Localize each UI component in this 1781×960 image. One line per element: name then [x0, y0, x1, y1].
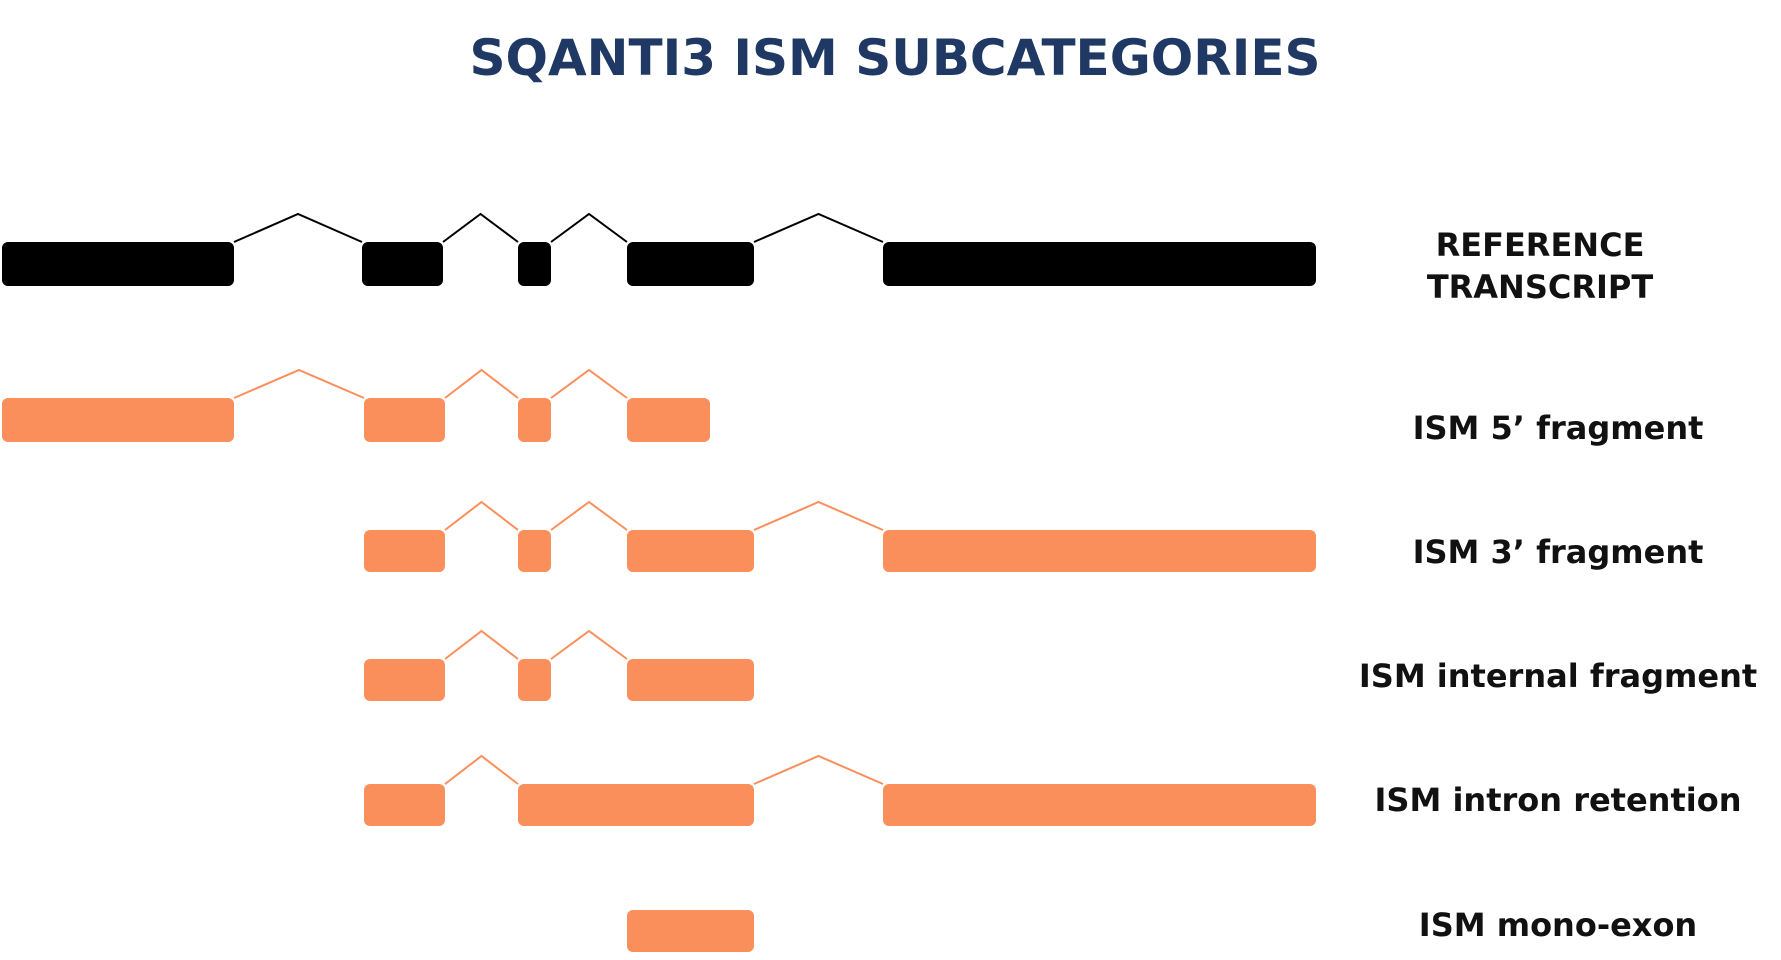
- ism-3-fragment-exon-4: [883, 530, 1316, 572]
- ism-intron-retention-intron-2: [753, 754, 884, 785]
- reference-transcript-intron-1: [233, 212, 363, 243]
- reference-transcript-exon-3: [518, 242, 551, 286]
- ism-5-fragment-exon-1: [2, 398, 234, 442]
- ism-3-fragment-exon-1: [364, 530, 445, 572]
- ism-intron-retention-exon-3: [883, 784, 1316, 826]
- ism-internal-fragment-track: [364, 629, 754, 701]
- reference-label-line-1: REFERENCE: [1436, 226, 1645, 264]
- reference-transcript-exon-4: [627, 242, 754, 286]
- ism-intron-retention-intron-1: [444, 754, 519, 785]
- ism-internal-fragment-exon-2: [518, 659, 551, 701]
- ism-5-fragment-intron-2: [444, 368, 519, 399]
- reference-transcript-exon-2: [362, 242, 443, 286]
- ism-3-fragment-exon-2: [518, 530, 551, 572]
- ism-intron-retention-label: ISM intron retention: [1375, 781, 1742, 819]
- ism-3-fragment-intron-1: [444, 500, 519, 531]
- ism-5-fragment-track: [2, 368, 710, 442]
- ism-intron-retention-track: [364, 754, 1316, 826]
- reference-transcript-intron-2: [442, 212, 519, 243]
- ism-internal-fragment-exon-1: [364, 659, 445, 701]
- ism-internal-fragment-label: ISM internal fragment: [1359, 657, 1757, 695]
- reference-label-line-2: TRANSCRIPT: [1427, 268, 1654, 306]
- reference-transcript-track: [2, 212, 1316, 286]
- row-labels: REFERENCE TRANSCRIPT ISM 5’ fragment ISM…: [1359, 226, 1757, 944]
- ism-3-fragment-intron-2: [550, 500, 628, 531]
- ism-3-fragment-intron-3: [753, 500, 884, 531]
- ism-mono-exon-exon-1: [627, 910, 754, 952]
- ism-5-fragment-exon-3: [518, 398, 551, 442]
- ism-5-fragment-exon-2: [364, 398, 445, 442]
- ism-5-fragment-exon-4: [627, 398, 710, 442]
- ism-5-fragment-intron-1: [233, 368, 365, 399]
- reference-transcript-intron-3: [550, 212, 628, 243]
- ism-3-fragment-exon-3: [627, 530, 754, 572]
- reference-transcript-intron-4: [753, 212, 884, 243]
- ism-mono-exon-label: ISM mono-exon: [1419, 906, 1697, 944]
- ism-intron-retention-exon-2: [518, 784, 754, 826]
- ism-internal-fragment-exon-3: [627, 659, 754, 701]
- ism-5-fragment-intron-3: [550, 368, 628, 399]
- ism-internal-fragment-intron-1: [444, 629, 519, 660]
- reference-transcript-exon-1: [2, 242, 234, 286]
- ism-mono-exon-track: [627, 910, 754, 952]
- reference-transcript-exon-5: [883, 242, 1316, 286]
- ism-3-fragment-label: ISM 3’ fragment: [1413, 533, 1704, 571]
- ism-3-fragment-track: [364, 500, 1316, 572]
- transcript-tracks: [2, 212, 1316, 952]
- diagram-title: SQANTI3 ISM SUBCATEGORIES: [469, 29, 1320, 87]
- ism-5-fragment-label: ISM 5’ fragment: [1413, 409, 1704, 447]
- ism-internal-fragment-intron-2: [550, 629, 628, 660]
- ism-intron-retention-exon-1: [364, 784, 445, 826]
